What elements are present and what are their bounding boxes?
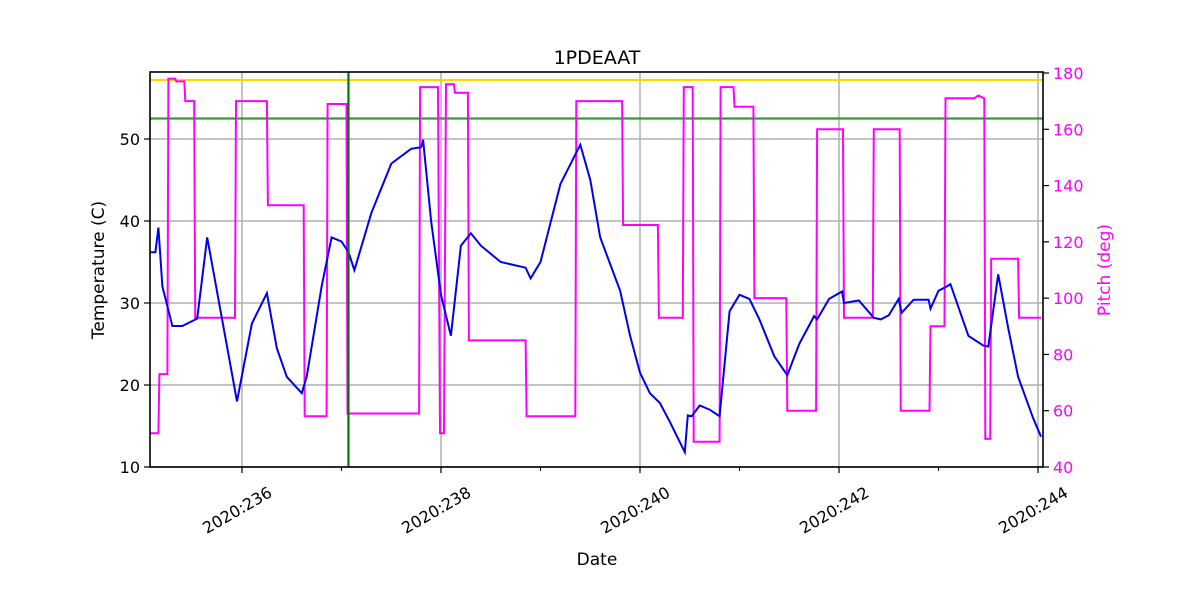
y2-tick-label: 60 [1053,402,1073,421]
x-axis-ticks: 2020:236 2020:238 2020:240 2020:242 2020:244 [199,467,1071,538]
y2-tick-label: 80 [1053,345,1073,364]
y2-tick-label: 40 [1053,458,1073,477]
y-tick-label: 30 [120,294,140,313]
y2-tick-label: 120 [1053,233,1084,252]
y-tick-label: 40 [120,212,140,231]
x-tick-label: 2020:242 [796,483,872,538]
x-tick-label: 2020:240 [597,483,673,538]
y2-axis-ticks: 40 60 80 100 120 140 160 180 [1043,64,1084,477]
y2-tick-label: 160 [1053,120,1084,139]
chart-title: 1PDEAAT [554,47,641,69]
x-tick-label: 2020:244 [995,483,1071,538]
y-tick-label: 50 [120,130,140,149]
y2-tick-label: 140 [1053,177,1084,196]
y-axis-label: Temperature (C) [89,201,109,340]
y-tick-label: 20 [120,376,140,395]
y2-axis-label: Pitch (deg) [1095,224,1115,316]
x-axis-label: Date [577,550,618,570]
x-tick-label: 2020:236 [199,483,275,538]
y2-tick-label: 100 [1053,289,1084,308]
y-axis-ticks: 10 20 30 40 50 [120,130,150,477]
plot-frame [149,71,1044,468]
x-tick-label: 2020:238 [398,483,474,538]
gridlines [150,72,1043,468]
y-tick-label: 10 [120,458,140,477]
pitch-series-line [149,77,1041,443]
limit-lines [150,78,1043,120]
temperature-series-line [149,139,1042,456]
y2-tick-label: 180 [1053,64,1084,83]
